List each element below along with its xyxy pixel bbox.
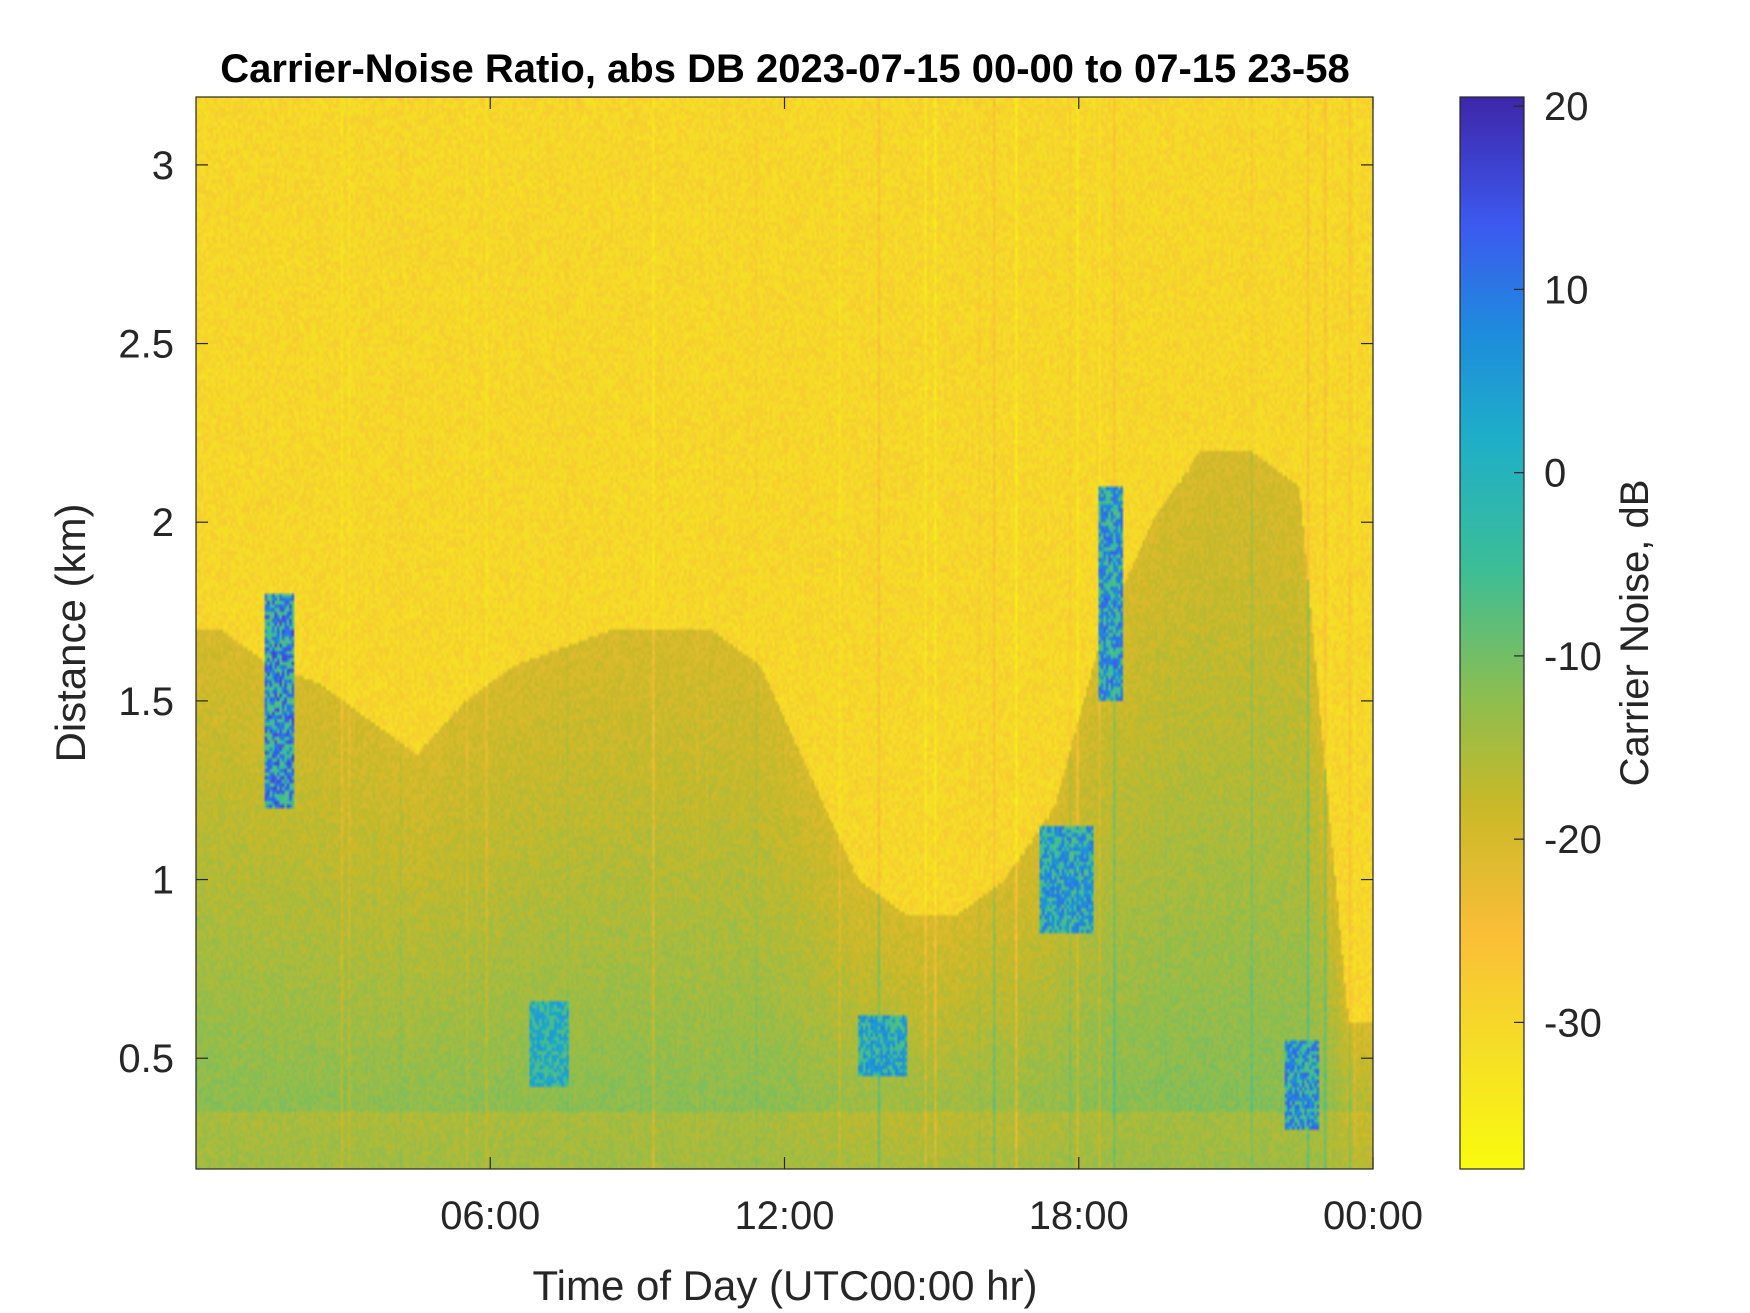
colorbar-frame [1459, 96, 1525, 1170]
colorbar-gradient [1460, 97, 1524, 1169]
x-tick-label: 12:00 [734, 1194, 834, 1238]
colorbar-tick-label: 10 [1544, 268, 1589, 312]
chart-title: Carrier-Noise Ratio, abs DB 2023-07-15 0… [220, 47, 1349, 91]
colorbar-tick-label: 0 [1544, 452, 1566, 496]
y-tick-label: 0.5 [118, 1037, 174, 1081]
colorbar-label: Carrier Noise, dB [1613, 480, 1657, 787]
y-tick-label: 2 [152, 501, 174, 545]
colorbar-tick-label: -30 [1544, 1001, 1602, 1045]
x-tick-label: 00:00 [1323, 1194, 1423, 1238]
y-axis-label: Distance (km) [47, 503, 94, 762]
colorbar-tick-label: 20 [1544, 85, 1589, 129]
y-tick-label: 3 [152, 144, 174, 188]
heatmap-plot-area [196, 97, 1373, 1169]
heatmap-image [196, 97, 1373, 1169]
colorbar: 20 10 0 -10 -20 -30 Carrier Noise, dB [1459, 85, 1657, 1170]
y-axis-ticks: 0.5 1 1.5 2 2.5 3 [118, 144, 1373, 1081]
y-tick-label: 1 [152, 859, 174, 903]
y-tick-label: 1.5 [118, 680, 174, 724]
x-axis-label: Time of Day (UTC00:00 hr) [533, 1262, 1038, 1309]
colorbar-tick-label: -20 [1544, 818, 1602, 862]
x-axis-ticks: 06:00 12:00 18:00 00:00 [440, 97, 1423, 1238]
colorbar-ticks: 20 10 0 -10 -20 -30 [1514, 85, 1602, 1045]
colorbar-tick-label: -10 [1544, 635, 1602, 679]
x-tick-label: 18:00 [1029, 1194, 1129, 1238]
x-tick-label: 06:00 [440, 1194, 540, 1238]
y-tick-label: 2.5 [118, 323, 174, 367]
